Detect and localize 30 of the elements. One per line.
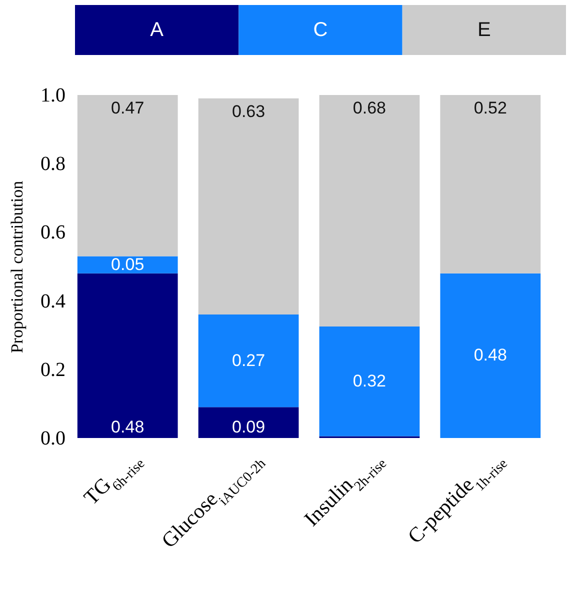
y-tick-label: 0.8 [40, 153, 66, 176]
y-tick-label: 0.2 [40, 358, 66, 381]
data-label: 0.05 [111, 254, 144, 274]
bar [198, 407, 299, 438]
text: A [150, 19, 164, 41]
bar [198, 314, 299, 408]
text: E [477, 19, 491, 41]
bar [77, 273, 178, 438]
data-label: 0.48 [474, 346, 507, 365]
y-axis-title: Proportional contribution [8, 180, 26, 354]
data-label: 0.47 [111, 98, 144, 118]
bar [77, 256, 178, 274]
data-label: 0.48 [111, 418, 144, 437]
data-label: 0.68 [352, 98, 386, 118]
y-tick-label: 1.0 [40, 84, 66, 106]
bar [319, 326, 420, 436]
data-label: 0.52 [474, 98, 507, 118]
y-tick-label: 0.6 [40, 222, 66, 244]
bar [198, 98, 299, 315]
data-label: 0.27 [232, 350, 266, 370]
data-label: 0.32 [352, 371, 386, 390]
bar [77, 95, 178, 256]
bar [440, 273, 541, 438]
bar [440, 95, 541, 274]
bar [319, 95, 420, 327]
data-label: 0.09 [232, 418, 266, 437]
y-tick-label: 0.4 [40, 290, 66, 312]
y-tick-label: 0.0 [40, 428, 66, 450]
data-label: 0.63 [232, 102, 266, 122]
text: C [313, 19, 328, 41]
